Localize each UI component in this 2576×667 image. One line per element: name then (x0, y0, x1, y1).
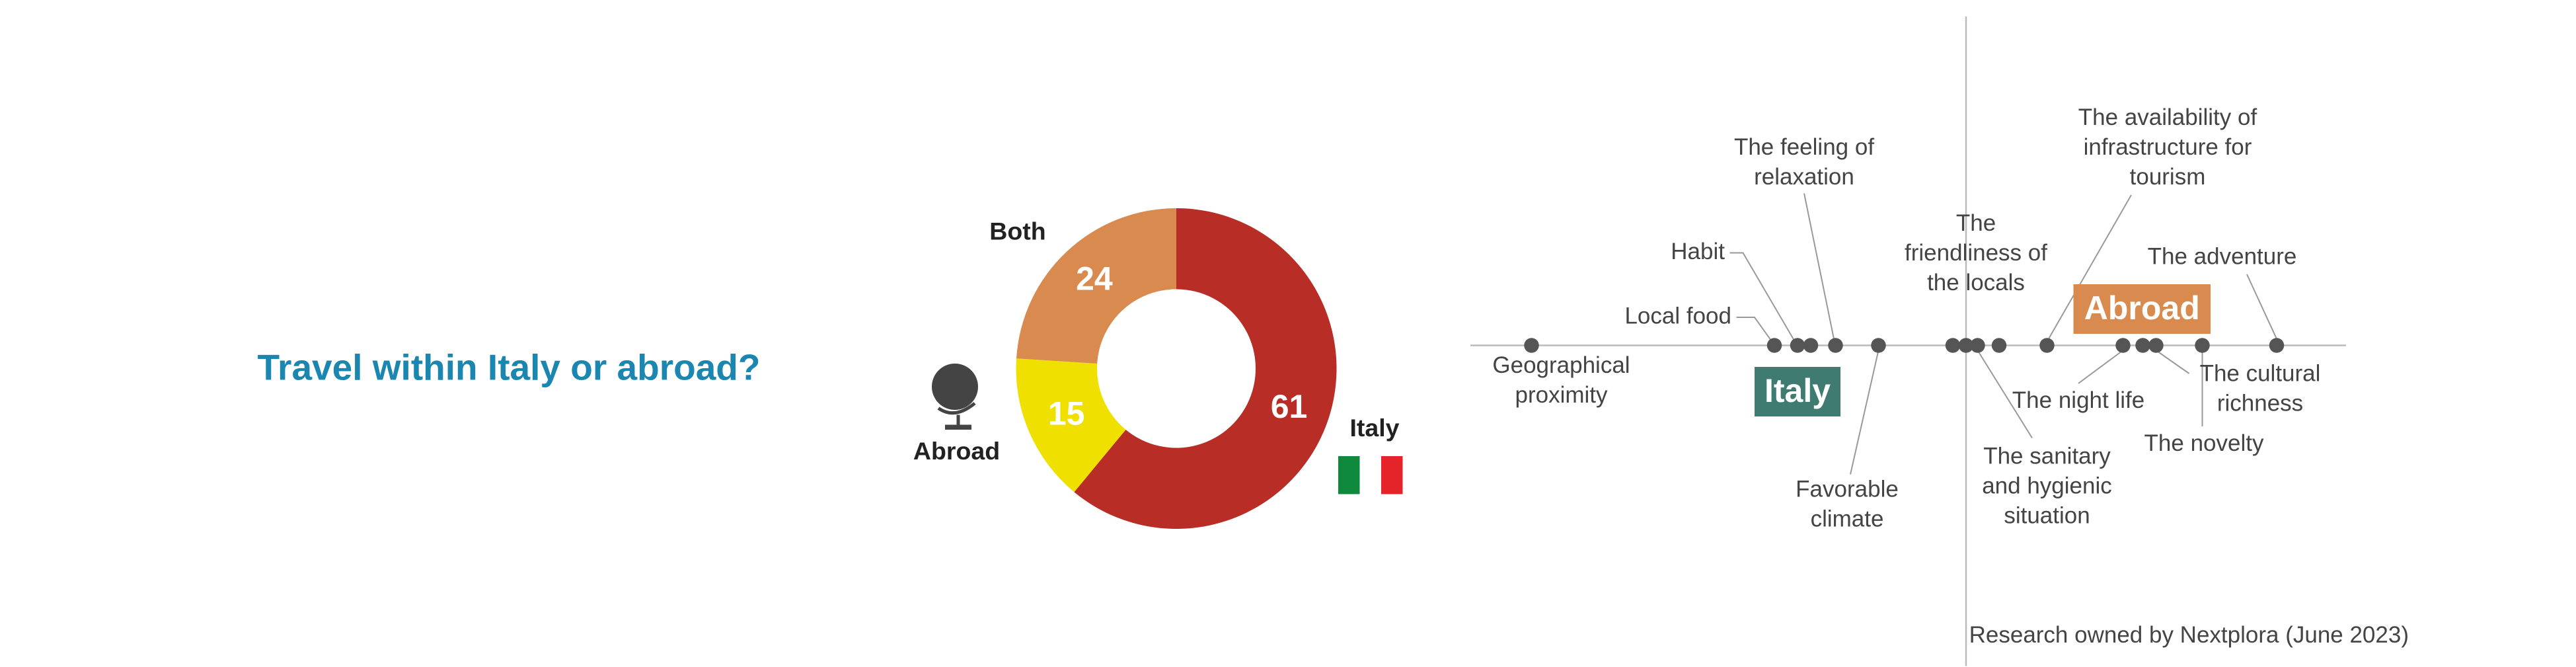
italy-flag (1338, 456, 1403, 494)
leader-line (2078, 350, 2124, 384)
category-label: Abroad (913, 437, 1000, 465)
factor-label: Habit (1671, 239, 1725, 264)
leader-line (1736, 316, 1772, 341)
factor-label: The friendliness of the locals (1905, 210, 2047, 295)
category-label: Italy (1349, 414, 1399, 442)
donut-segment (1016, 358, 1126, 492)
factor-label: The novelty (2144, 430, 2264, 456)
value-label: 15 (1048, 395, 1085, 432)
chart-title: Travel within Italy or abroad? (257, 347, 760, 388)
dot (1790, 338, 1805, 353)
factor-label: Geographical proximity (1492, 352, 1630, 408)
dot (1871, 338, 1886, 353)
dot (2148, 338, 2164, 353)
dot (1991, 338, 2007, 353)
factor-label: The availability of infrastructure for tou… (2078, 104, 2257, 190)
pole-label: Abroad (2084, 290, 2200, 327)
dot (1828, 338, 1843, 353)
category-label: Both (989, 217, 1045, 245)
leader-line (2155, 350, 2190, 374)
factor-label: Local food (1624, 303, 1731, 329)
factor-label: The night life (2012, 387, 2144, 413)
dot (1958, 338, 1974, 353)
factor-label: Favorable climate (1796, 477, 1899, 532)
dot (2269, 338, 2285, 353)
pole-box (1755, 367, 1840, 416)
dot (1945, 338, 1961, 353)
donut-segment (1016, 208, 1177, 364)
dot (1803, 338, 1819, 353)
dot (2039, 338, 2055, 353)
value-label: 24 (1076, 260, 1113, 297)
source-note: Research owned by Nextplora (June 2023) (1969, 622, 2409, 648)
dot (1524, 338, 1539, 353)
factor-label: The cultural richness (2200, 361, 2321, 416)
pole-label: Italy (1764, 372, 1831, 409)
value-label: 61 (1271, 388, 1308, 425)
pole-box (2073, 284, 2211, 334)
donut-segment (1074, 208, 1337, 529)
dot (2195, 338, 2210, 353)
dot (2135, 338, 2150, 353)
dot (1766, 338, 1782, 353)
leader-line (1729, 252, 1795, 341)
factor-label: The sanitary and hygienic situation (1982, 444, 2112, 529)
dot (1970, 338, 1985, 353)
leader-line (1850, 350, 1879, 475)
factor-label: The feeling of relaxation (1734, 134, 1874, 190)
leader-line (1803, 193, 1835, 339)
dot (2115, 338, 2131, 353)
globe-icon (932, 364, 979, 430)
factor-label: The adventure (2148, 243, 2297, 269)
leader-line (1977, 350, 2033, 439)
leader-line (2048, 194, 2132, 339)
leader-line (2246, 274, 2277, 339)
